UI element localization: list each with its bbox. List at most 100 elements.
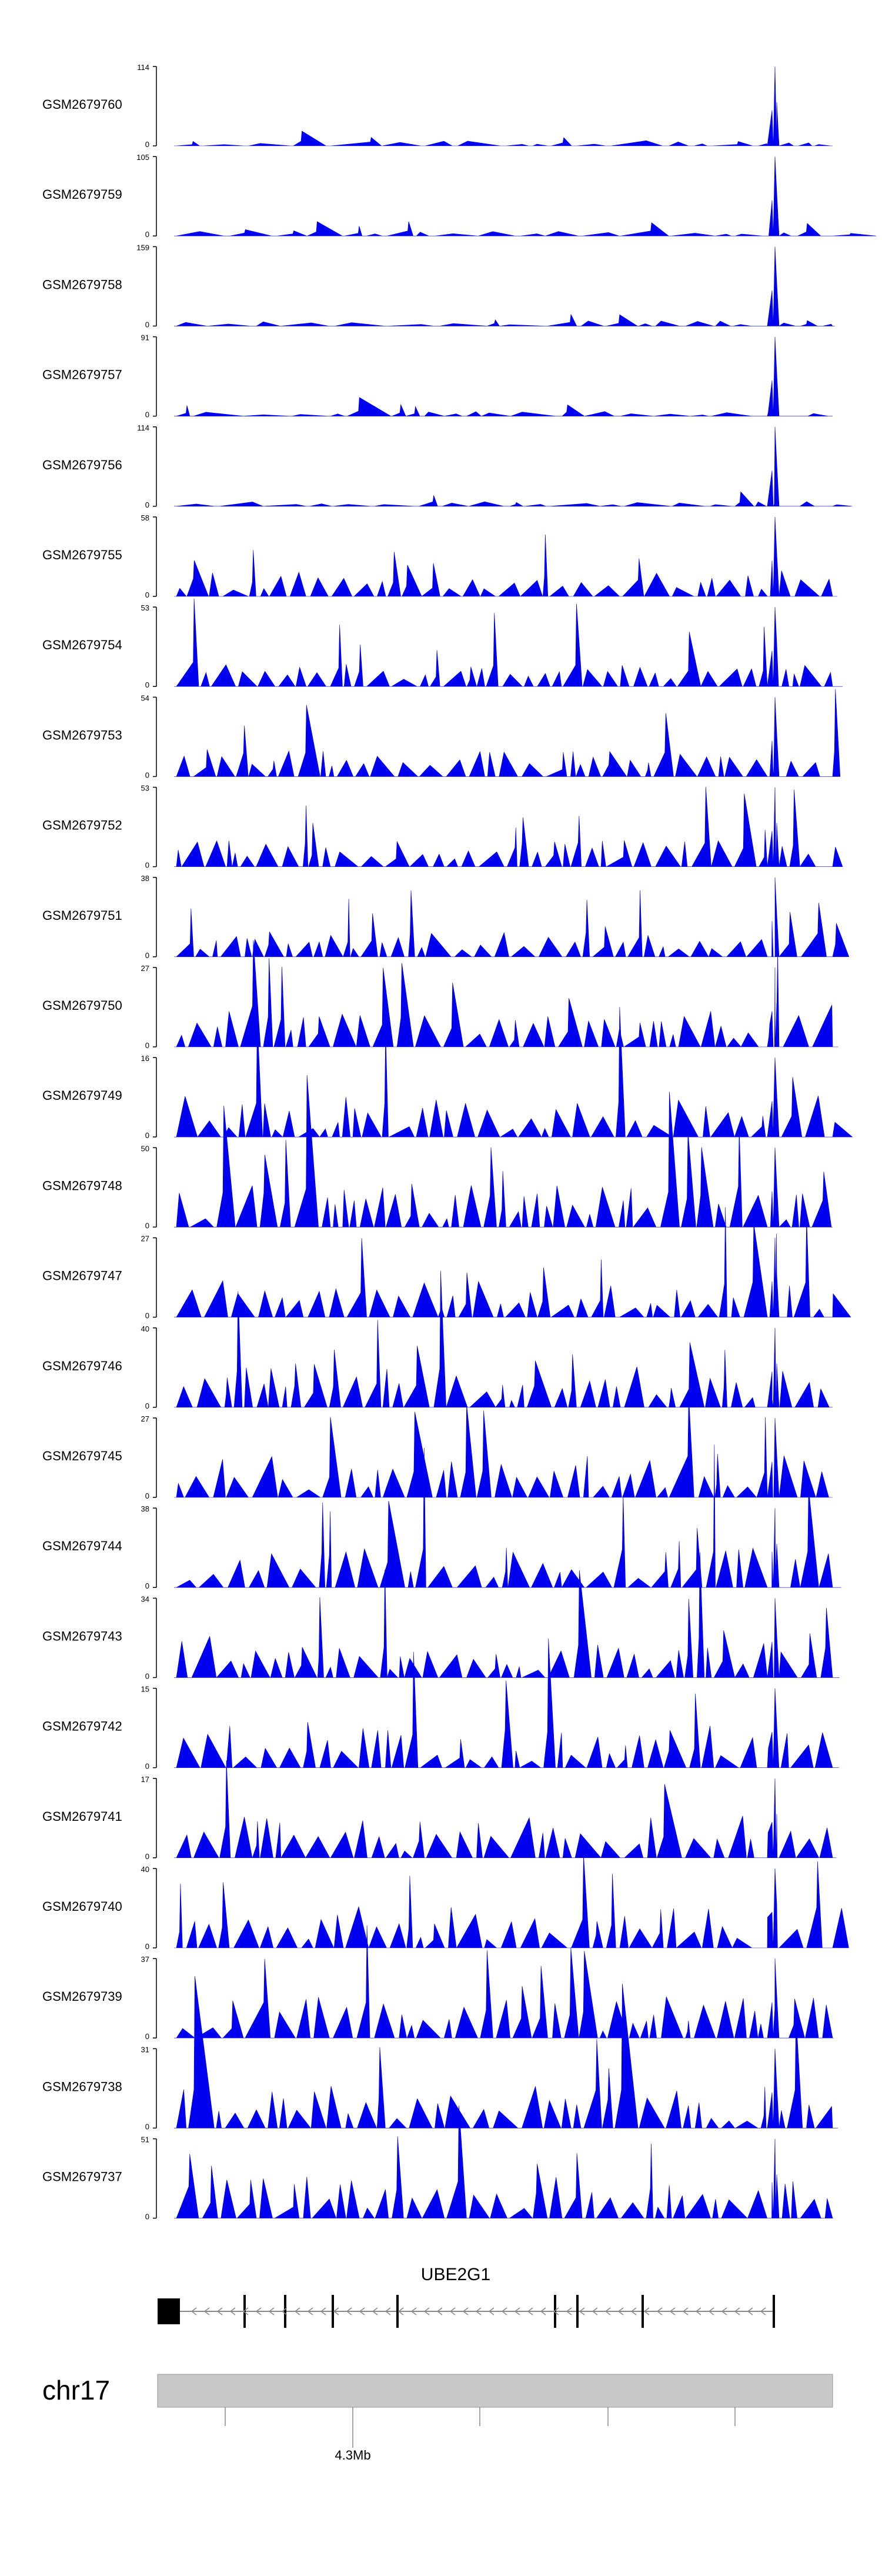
strand-arrows	[191, 2307, 766, 2315]
y-axis-min-label: 0	[145, 590, 149, 599]
strand-arrow	[617, 2307, 624, 2315]
y-axis-max-label: 53	[141, 784, 149, 793]
track-GSM2679743: GSM2679743 34 0	[42, 1552, 840, 1680]
track-GSM2679738: GSM2679738 31 0	[42, 1976, 838, 2131]
y-axis-max-label: 27	[141, 964, 149, 973]
y-axis-min-label: 0	[145, 1041, 149, 1050]
track-name: GSM2679747	[42, 1269, 122, 1283]
track-name: GSM2679744	[42, 1539, 122, 1553]
strand-arrow	[604, 2307, 611, 2315]
y-axis-max-label: 40	[141, 1324, 149, 1333]
gene-exon-utr	[158, 2298, 180, 2324]
y-axis-max-label: 54	[141, 693, 149, 702]
coverage-area	[174, 1444, 841, 1588]
y-axis-max-label: 15	[141, 1685, 149, 1694]
strand-arrow	[721, 2307, 727, 2315]
coverage-area	[174, 66, 833, 146]
y-axis-max-label: 53	[141, 603, 149, 612]
y-axis-max-label: 114	[137, 63, 149, 72]
strand-arrow	[449, 2307, 456, 2315]
track-name: GSM2679755	[42, 548, 122, 562]
track-GSM2679739: GSM2679739 37 0	[42, 1925, 834, 2041]
track-name: GSM2679740	[42, 1899, 122, 1914]
track-name: GSM2679750	[42, 998, 122, 1013]
strand-arrow	[592, 2307, 598, 2315]
y-axis-min-label: 0	[145, 1491, 149, 1500]
strand-arrow	[475, 2307, 482, 2315]
track-name: GSM2679737	[42, 2170, 122, 2184]
coverage-area	[174, 1925, 834, 2038]
strand-arrow	[540, 2307, 546, 2315]
strand-arrow	[760, 2307, 766, 2315]
gene-track: UBE2G1	[158, 2265, 775, 2328]
strand-arrow	[566, 2307, 572, 2315]
y-axis-min-label: 0	[145, 140, 149, 149]
y-axis-min-label: 0	[145, 861, 149, 870]
coverage-area	[174, 1552, 840, 1679]
track-GSM2679737: GSM2679737 51 0	[42, 2105, 833, 2221]
y-axis-max-label: 58	[141, 513, 149, 522]
track-name: GSM2679742	[42, 1719, 122, 1734]
y-axis-min-label: 0	[145, 320, 149, 329]
strand-arrow	[410, 2307, 417, 2315]
track-GSM2679745: GSM2679745 27 0	[42, 1396, 833, 1500]
strand-arrow	[436, 2307, 443, 2315]
strand-arrow	[333, 2307, 339, 2315]
strand-arrow	[643, 2307, 650, 2315]
position-tick-label: 4.3Mb	[335, 2448, 370, 2462]
strand-arrow	[527, 2307, 533, 2315]
track-name: GSM2679741	[42, 1809, 122, 1824]
position-ticks	[225, 2407, 736, 2448]
track-name: GSM2679759	[42, 187, 122, 202]
strand-arrow	[734, 2307, 740, 2315]
y-axis-min-label: 0	[145, 770, 149, 779]
strand-arrow	[579, 2307, 585, 2315]
coverage-area	[174, 1976, 838, 2128]
strand-arrow	[385, 2307, 391, 2315]
coverage-area	[174, 1639, 839, 1768]
y-axis-min-label: 0	[145, 1942, 149, 1951]
strand-arrow	[242, 2307, 249, 2315]
strand-arrow	[423, 2307, 430, 2315]
track-GSM2679741: GSM2679741 17 0	[42, 1760, 837, 1861]
y-axis-max-label: 27	[141, 1414, 149, 1423]
strand-arrow	[216, 2307, 223, 2315]
coverage-area	[174, 786, 843, 867]
track-GSM2679746: GSM2679746 40 0	[42, 1270, 833, 1410]
gene-exons	[243, 2295, 775, 2328]
strand-arrow	[268, 2307, 275, 2315]
track-GSM2679747: GSM2679747 27 0	[42, 1207, 851, 1320]
coverage-area	[174, 516, 838, 597]
coverage-area	[174, 1760, 837, 1858]
exon-1	[243, 2295, 246, 2328]
strand-arrow	[553, 2307, 559, 2315]
coverage-area	[174, 426, 852, 507]
track-name: GSM2679739	[42, 1989, 122, 2004]
y-axis-max-label: 38	[141, 874, 149, 883]
strand-arrow	[397, 2307, 404, 2315]
y-axis-max-label: 40	[141, 1865, 149, 1874]
y-axis-max-label: 38	[141, 1504, 149, 1513]
track-name: GSM2679757	[42, 368, 122, 382]
strand-arrow	[630, 2307, 637, 2315]
track-name: GSM2679753	[42, 728, 122, 742]
exon-5	[554, 2295, 556, 2328]
coverage-area	[174, 246, 835, 326]
strand-arrow	[294, 2307, 300, 2315]
coverage-area	[174, 598, 843, 688]
strand-arrow	[747, 2307, 753, 2315]
coverage-area	[174, 1270, 833, 1408]
y-axis-max-label: 37	[141, 1955, 149, 1964]
coverage-area	[174, 1396, 833, 1498]
track-name: GSM2679738	[42, 2079, 122, 2094]
track-name: GSM2679754	[42, 638, 122, 652]
y-axis-min-label: 0	[145, 680, 149, 689]
y-axis-max-label: 114	[137, 423, 149, 432]
track-GSM2679754: GSM2679754 53 0	[42, 598, 843, 689]
strand-arrow	[682, 2307, 689, 2315]
y-axis-min-label: 0	[145, 500, 149, 509]
strand-arrow	[695, 2307, 701, 2315]
y-axis-max-label: 31	[141, 2045, 149, 2054]
y-axis-min-label: 0	[145, 2213, 149, 2221]
track-GSM2679756: GSM2679756 114 0	[42, 423, 852, 509]
